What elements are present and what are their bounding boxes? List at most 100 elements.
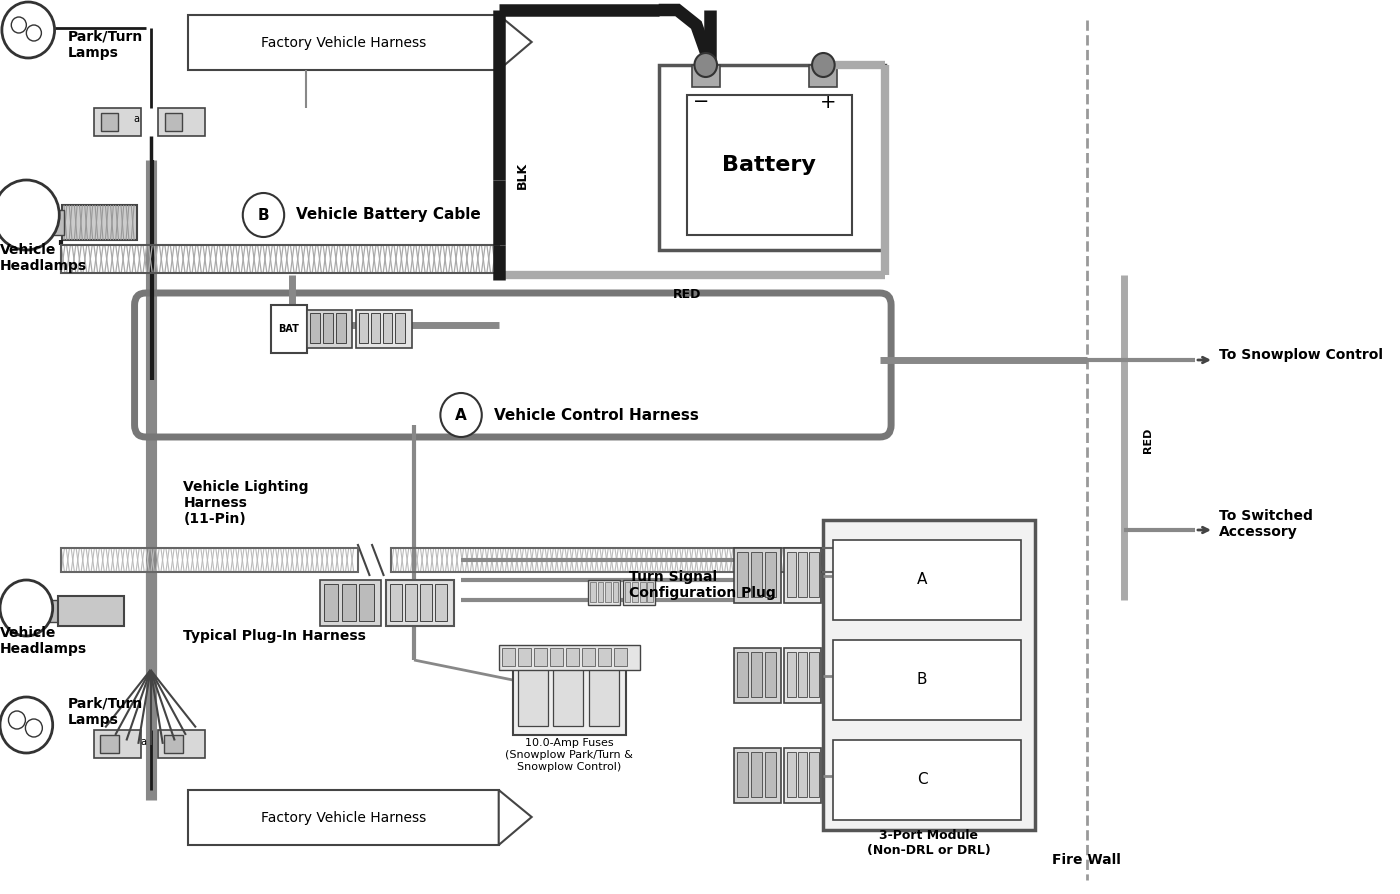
- Bar: [764, 752, 777, 797]
- Bar: [94, 108, 141, 136]
- Bar: [613, 648, 627, 666]
- Text: Typical Plug-In Harness: Typical Plug-In Harness: [183, 629, 367, 643]
- Bar: [158, 730, 206, 758]
- Bar: [833, 540, 1021, 620]
- Bar: [798, 752, 808, 797]
- Text: Turn Signal
Configuration Plug: Turn Signal Configuration Plug: [629, 569, 776, 600]
- Bar: [307, 310, 351, 348]
- Bar: [45, 600, 60, 622]
- Bar: [750, 652, 762, 697]
- Bar: [588, 580, 620, 605]
- Bar: [624, 582, 630, 602]
- Text: Vehicle Lighting
Harness
(11-Pin): Vehicle Lighting Harness (11-Pin): [183, 480, 309, 527]
- Bar: [389, 584, 402, 621]
- Bar: [692, 65, 720, 87]
- Bar: [371, 313, 381, 343]
- Bar: [336, 313, 346, 343]
- Bar: [384, 313, 392, 343]
- Bar: [764, 652, 777, 697]
- Bar: [501, 648, 515, 666]
- Bar: [598, 582, 603, 602]
- Text: +: +: [820, 92, 836, 112]
- Circle shape: [694, 53, 717, 77]
- Bar: [809, 652, 819, 697]
- Bar: [62, 245, 498, 273]
- Bar: [598, 648, 610, 666]
- Bar: [309, 313, 321, 343]
- Bar: [360, 584, 374, 621]
- Bar: [62, 548, 357, 572]
- Bar: [658, 65, 885, 250]
- Bar: [420, 584, 433, 621]
- Bar: [323, 584, 337, 621]
- Bar: [581, 648, 595, 666]
- Bar: [59, 596, 125, 626]
- Bar: [512, 660, 626, 735]
- Circle shape: [0, 180, 59, 250]
- Bar: [787, 752, 797, 797]
- Bar: [356, 310, 412, 348]
- Text: Park/Turn
Lamps: Park/Turn Lamps: [67, 697, 143, 727]
- Bar: [823, 520, 1035, 830]
- Bar: [640, 582, 645, 602]
- Bar: [833, 640, 1021, 720]
- Bar: [809, 552, 819, 597]
- Text: To Switched
Accessory: To Switched Accessory: [1218, 509, 1312, 539]
- Bar: [734, 648, 781, 703]
- Bar: [358, 313, 368, 343]
- Text: To Snowplow Control: To Snowplow Control: [1218, 348, 1383, 362]
- Text: A: A: [917, 572, 927, 587]
- Bar: [623, 580, 655, 605]
- Bar: [391, 548, 945, 572]
- Bar: [395, 313, 405, 343]
- Bar: [94, 730, 141, 758]
- Bar: [405, 584, 417, 621]
- Bar: [101, 113, 118, 131]
- Circle shape: [27, 25, 42, 41]
- Circle shape: [441, 393, 482, 437]
- Bar: [323, 313, 333, 343]
- Text: BAT: BAT: [279, 324, 300, 334]
- Bar: [734, 548, 781, 603]
- Text: Park/Turn
Lamps: Park/Turn Lamps: [67, 30, 143, 60]
- Text: BLK: BLK: [515, 162, 529, 189]
- Bar: [633, 582, 638, 602]
- Text: RED: RED: [1144, 427, 1154, 452]
- Bar: [809, 65, 837, 87]
- Bar: [62, 205, 137, 240]
- Circle shape: [0, 580, 53, 636]
- Bar: [342, 584, 356, 621]
- Circle shape: [242, 193, 284, 237]
- Bar: [613, 582, 619, 602]
- Bar: [498, 645, 640, 670]
- Text: 10.0-Amp Fuses
(Snowplow Park/Turn &
Snowplow Control): 10.0-Amp Fuses (Snowplow Park/Turn & Sno…: [505, 738, 633, 772]
- Bar: [798, 652, 808, 697]
- Bar: [158, 108, 206, 136]
- Bar: [750, 752, 762, 797]
- Bar: [435, 584, 447, 621]
- Circle shape: [25, 719, 42, 737]
- Bar: [566, 648, 578, 666]
- Bar: [784, 548, 822, 603]
- Text: C: C: [917, 772, 927, 788]
- Bar: [736, 652, 748, 697]
- Text: −: −: [693, 92, 710, 112]
- Bar: [687, 95, 851, 235]
- Polygon shape: [498, 790, 532, 845]
- Text: A: A: [455, 408, 468, 423]
- Bar: [188, 15, 498, 70]
- Bar: [272, 305, 307, 353]
- Bar: [164, 735, 182, 753]
- Bar: [764, 552, 777, 597]
- Text: B: B: [258, 207, 269, 223]
- Bar: [647, 582, 652, 602]
- Text: 3-Port Module
(Non-DRL or DRL): 3-Port Module (Non-DRL or DRL): [867, 829, 991, 857]
- Bar: [48, 210, 64, 235]
- Text: Fire Wall: Fire Wall: [1053, 853, 1121, 867]
- Bar: [750, 552, 762, 597]
- Text: Factory Vehicle Harness: Factory Vehicle Harness: [260, 811, 426, 825]
- Bar: [787, 652, 797, 697]
- Bar: [518, 648, 531, 666]
- Circle shape: [812, 53, 834, 77]
- Bar: [553, 668, 584, 726]
